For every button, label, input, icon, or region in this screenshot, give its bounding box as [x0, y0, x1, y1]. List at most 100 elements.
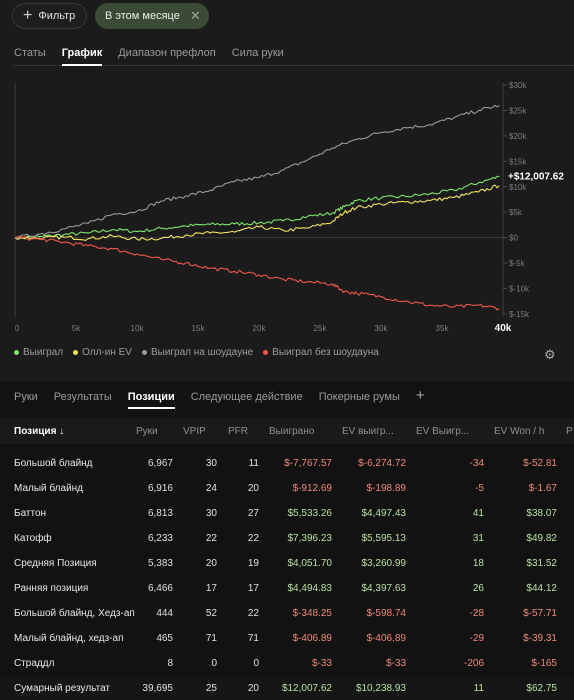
- table-row[interactable]: Страддл 8 0 0 $-33 $-33 -206 $-165: [0, 651, 574, 676]
- cell-pfr: 71: [247, 633, 259, 644]
- add-tab-icon[interactable]: +: [415, 387, 425, 404]
- y-tick-label: $-15k: [509, 310, 530, 319]
- col-hands-header[interactable]: Руки: [136, 425, 158, 437]
- cell-ev-bb: 31: [472, 533, 484, 544]
- x-tick-label: 5k: [72, 324, 81, 333]
- y-tick-label: $25k: [509, 106, 527, 115]
- cell-ev-won: $-6,274.72: [358, 458, 406, 469]
- table-header: Позиция ↓ Руки VPIP PFR Выиграно EV выиг…: [0, 418, 574, 444]
- col-ev-per-hour-header[interactable]: EV Won / h: [494, 425, 545, 437]
- cell-position: Малый блайнд, хедз-ап: [14, 633, 124, 644]
- cell-ev-won: $10,238.93: [355, 683, 406, 694]
- x-tick-label: 25k: [314, 324, 328, 333]
- legend-item-showdown[interactable]: Выиграл на шоудауне: [141, 347, 254, 363]
- cell-vpip: 17: [205, 583, 217, 594]
- cell-ev-won: $-198.89: [366, 483, 406, 494]
- tab-hands[interactable]: Руки: [14, 391, 38, 403]
- active-filter-label: В этом месяце: [105, 10, 180, 22]
- cell-hands: 6,466: [147, 583, 173, 594]
- report-section: Руки Результаты Позиции Следующее действ…: [0, 381, 574, 700]
- legend-item-allin-ev[interactable]: Олл-ин EV: [73, 347, 132, 363]
- legend-item-won[interactable]: Выиграл: [14, 347, 63, 363]
- cell-ev-bb: -206: [463, 658, 484, 669]
- cell-ev-per-hour: $44.12: [526, 583, 557, 594]
- col-won-header[interactable]: Выиграно: [269, 425, 315, 437]
- cell-won: $4,051.70: [287, 558, 333, 569]
- cell-vpip: 25: [205, 683, 217, 694]
- cell-vpip: 24: [205, 483, 217, 494]
- cell-pfr: 20: [247, 683, 259, 694]
- cell-hands: 39,695: [142, 683, 173, 694]
- y-tick-label: $0: [509, 234, 518, 243]
- cell-ev-bb: 18: [472, 558, 484, 569]
- legend-label-showdown: Выиграл на шоудауне: [150, 347, 254, 358]
- table-row[interactable]: Ранняя позиция 6,466 17 17 $4,494.83 $4,397.6…: [0, 576, 574, 601]
- cell-hands: 5,383: [147, 558, 173, 569]
- table-row[interactable]: Большой блайнд, Хедз-ап 444 52 22 $-348.25 $-…: [0, 601, 574, 626]
- table-row[interactable]: Средняя Позиция 5,383 20 19 $4,051.70 $3,260.…: [0, 551, 574, 576]
- cell-won: $5,533.26: [287, 508, 333, 519]
- cell-ev-won: $3,260.99: [361, 558, 407, 569]
- col-vpip-header[interactable]: VPIP: [183, 425, 206, 437]
- y-tick-label: $-10k: [509, 285, 530, 294]
- cell-ev-per-hour: $31.52: [526, 558, 557, 569]
- table-row[interactable]: Баттон 6,813 30 27 $5,533.26 $4,497.43 41 $38.0…: [0, 501, 574, 526]
- cell-vpip: 20: [205, 558, 217, 569]
- col-ev-bb-header[interactable]: EV Выигр...: [416, 425, 470, 437]
- tab-stats[interactable]: Статы: [14, 47, 46, 59]
- cell-pfr: 22: [247, 533, 259, 544]
- cell-position: Большой блайнд, Хедз-ап: [14, 608, 135, 619]
- legend-label-allin-ev: Олл-ин EV: [82, 347, 132, 358]
- cell-won: $12,007.62: [281, 683, 332, 694]
- table-row[interactable]: Катофф 6,233 22 22 $7,396.23 $5,595.13 31 $49.8…: [0, 526, 574, 551]
- tab-preflop-range[interactable]: Диапазон префлоп: [118, 47, 216, 59]
- chart-legend: Выиграл Олл-ин EV Выиграл на шоудауне Вы…: [14, 347, 379, 363]
- tab-poker-rooms[interactable]: Покерные румы: [318, 391, 400, 403]
- cell-ev-per-hour: $38.07: [526, 508, 557, 519]
- cell-position: Катофф: [14, 533, 52, 544]
- tab-graph[interactable]: График: [61, 40, 102, 66]
- cell-hands: 465: [156, 633, 173, 644]
- legend-item-non-showdown[interactable]: Выиграл без шоудауна: [263, 347, 379, 363]
- cell-hands: 444: [156, 608, 173, 619]
- active-filter-chip[interactable]: В этом месяце ✕: [95, 3, 209, 29]
- table-total-row[interactable]: Сумарный результат 39,695 25 20 $12,007.62 $1…: [0, 676, 574, 700]
- col-ev-won-header[interactable]: EV выигр...: [342, 425, 394, 437]
- cell-pfr: 22: [247, 608, 259, 619]
- x-tick-label: 0: [15, 324, 20, 333]
- cell-pfr: 20: [247, 483, 259, 494]
- table-row[interactable]: Большой блайнд 6,967 30 11 $-7,767.57 $-6,274…: [0, 451, 574, 476]
- cell-ev-per-hour: $-165: [531, 658, 557, 669]
- cell-ev-bb: -29: [469, 633, 484, 644]
- table-row[interactable]: Малый блайнд, хедз-ап 465 71 71 $-406.89 $-40…: [0, 626, 574, 651]
- cell-vpip: 30: [205, 458, 217, 469]
- cell-position: Баттон: [14, 508, 47, 519]
- x-tick-label: 15k: [192, 324, 206, 333]
- cell-pfr: 0: [253, 658, 259, 669]
- add-filter-button[interactable]: + Фильтр: [12, 3, 87, 29]
- report-tabs: Руки Результаты Позиции Следующее действ…: [14, 387, 441, 411]
- tab-hand-strength[interactable]: Сила руки: [231, 47, 284, 59]
- cell-ev-bb: 26: [472, 583, 484, 594]
- table-row[interactable]: Малый блайнд 6,916 24 20 $-912.69 $-198.89 -5 $…: [0, 476, 574, 501]
- cell-hands: 6,233: [147, 533, 173, 544]
- gear-icon[interactable]: ⚙: [544, 347, 556, 362]
- col-pfr-header[interactable]: PFR: [228, 425, 248, 437]
- col-extra-header[interactable]: P: [566, 425, 573, 437]
- close-icon[interactable]: ✕: [189, 8, 201, 23]
- cell-position: Ранняя позиция: [14, 583, 89, 594]
- cell-position: Сумарный результат: [14, 683, 110, 694]
- cell-won: $-912.69: [292, 483, 332, 494]
- col-position-header[interactable]: Позиция ↓: [14, 425, 65, 437]
- series-line-1: [14, 184, 500, 241]
- cell-ev-bb: 41: [472, 508, 484, 519]
- cell-position: Большой блайнд: [14, 458, 93, 469]
- tab-results[interactable]: Результаты: [53, 391, 112, 403]
- cell-won: $7,396.23: [287, 533, 333, 544]
- cell-vpip: 30: [205, 508, 217, 519]
- y-tick-label: $5k: [509, 208, 523, 217]
- cell-ev-won: $5,595.13: [361, 533, 407, 544]
- x-tick-label: 30k: [375, 324, 389, 333]
- tab-positions[interactable]: Позиции: [127, 391, 175, 411]
- tab-next-action[interactable]: Следующее действие: [190, 391, 303, 403]
